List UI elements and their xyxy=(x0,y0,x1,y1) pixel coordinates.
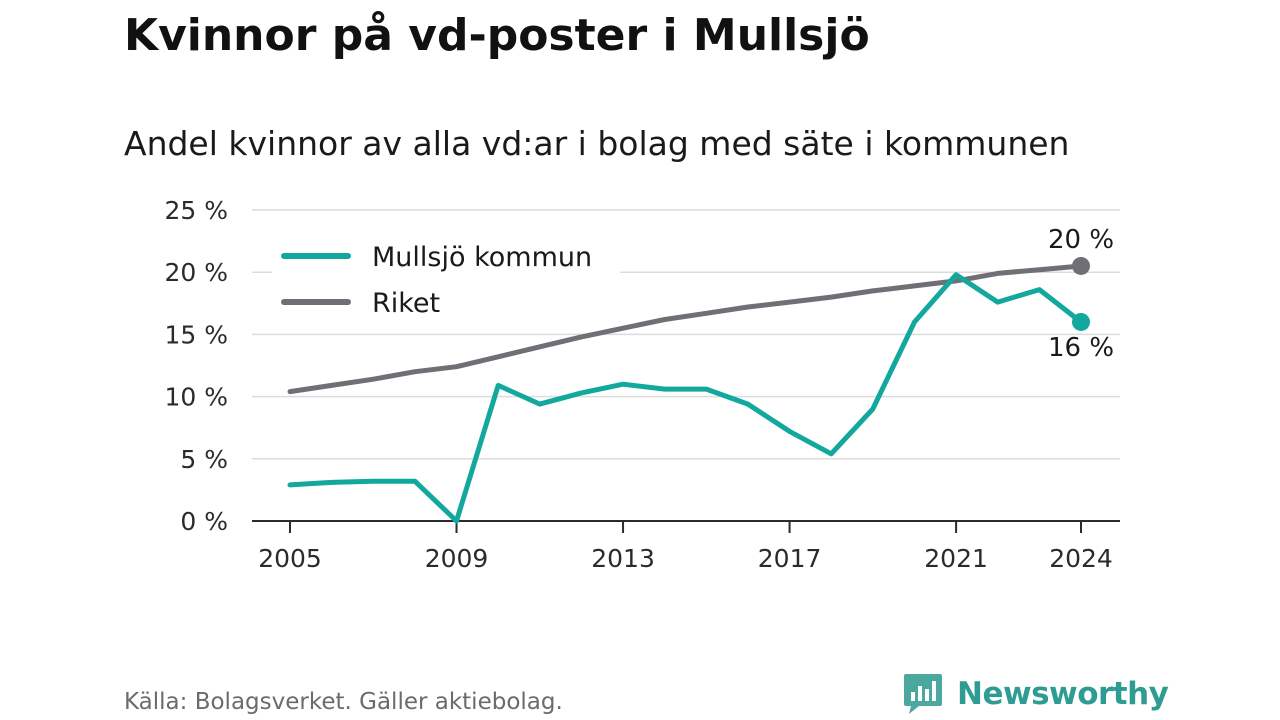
x-tick-label: 2005 xyxy=(258,544,322,573)
legend-label: Mullsjö kommun xyxy=(372,242,592,273)
line-chart: 0 % 5 % 10 % 15 % 20 % 25 % 2005 2009 2013 2017 20… xyxy=(164,196,1120,573)
legend-label: Riket xyxy=(372,288,440,319)
newsworthy-logo-icon xyxy=(904,674,942,714)
chart-subtitle: Andel kvinnor av alla vd:ar i bolag med … xyxy=(124,124,1070,163)
y-tick-label: 0 % xyxy=(180,507,228,536)
brand-name: Newsworthy xyxy=(957,676,1169,712)
x-tick-label: 2017 xyxy=(758,544,822,573)
x-tick-label: 2021 xyxy=(924,544,988,573)
y-tick-label: 10 % xyxy=(164,383,228,412)
end-point-riket xyxy=(1072,256,1090,275)
end-value-label: 20 % xyxy=(1048,225,1114,255)
source-note: Källa: Bolagsverket. Gäller aktiebolag. xyxy=(124,689,563,715)
end-point-mullsjo xyxy=(1072,312,1090,331)
x-tick-label: 2013 xyxy=(591,544,655,573)
series-line-mullsjo xyxy=(287,272,1084,524)
x-tick-label: 2009 xyxy=(425,544,489,573)
x-tick-label: 2024 xyxy=(1049,544,1113,573)
y-tick-label: 5 % xyxy=(180,445,228,474)
y-tick-label: 25 % xyxy=(164,196,228,225)
end-value-label: 16 % xyxy=(1048,333,1114,363)
brand: Newsworthy xyxy=(903,670,1169,718)
y-tick-label: 20 % xyxy=(164,258,228,287)
y-tick-label: 15 % xyxy=(164,320,228,349)
chart-title: Kvinnor på vd-poster i Mullsjö xyxy=(124,10,870,61)
